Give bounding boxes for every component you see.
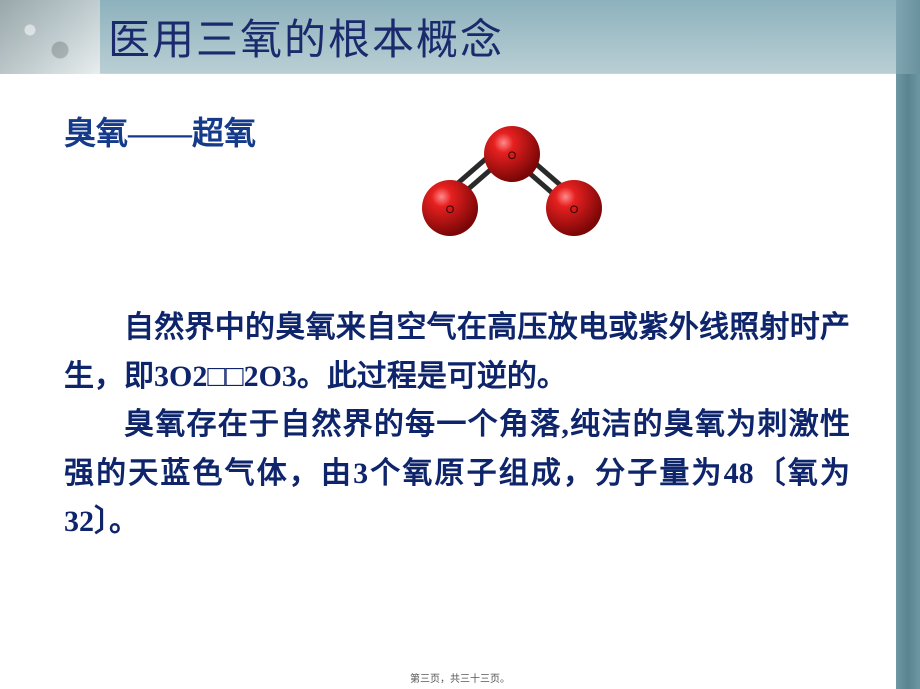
- atom-3: O: [546, 180, 602, 236]
- paragraph-1: 自然界中的臭氧来自空气在高压放电或紫外线照射时产生，即3O2□□2O3。此过程是…: [64, 304, 850, 401]
- right-stripe: [896, 74, 920, 689]
- slide-title: 医用三氧的根本概念: [108, 6, 504, 67]
- ozone-molecule-diagram: O O O: [400, 96, 610, 256]
- title-bar: 医用三氧的根本概念: [0, 0, 920, 74]
- svg-text:O: O: [446, 204, 455, 216]
- paragraph-2: 臭氧存在于自然界的每一个角落,纯洁的臭氧为刺激性强的天蓝色气体，由3个氧原子组成…: [64, 401, 850, 547]
- svg-text:O: O: [508, 150, 517, 162]
- svg-text:O: O: [570, 204, 579, 216]
- body-text: 自然界中的臭氧来自空气在高压放电或紫外线照射时产生，即3O2□□2O3。此过程是…: [64, 304, 850, 547]
- molecule-svg: O O O: [400, 96, 610, 256]
- corner-decoration: [0, 0, 100, 74]
- footer-pagination: 第三页，共三十三页。: [0, 670, 920, 685]
- slide: 医用三氧的根本概念 臭氧——超氧 O: [0, 0, 920, 689]
- atom-2: O: [484, 126, 540, 182]
- atom-1: O: [422, 180, 478, 236]
- right-stripe-top: [896, 0, 920, 74]
